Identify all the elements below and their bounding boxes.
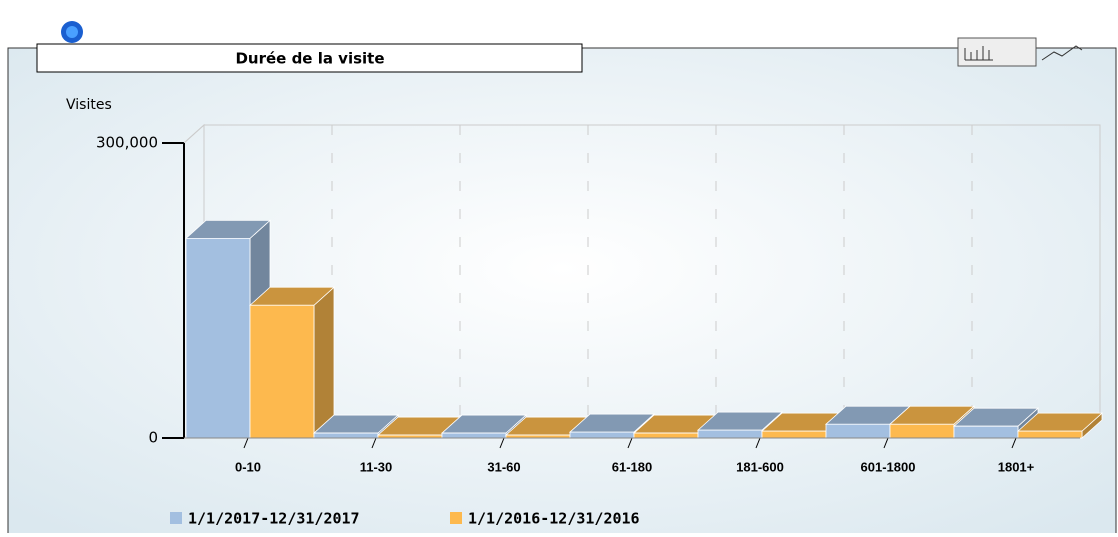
legend-label: 1/1/2017-12/31/2017 xyxy=(188,510,360,528)
bar-face xyxy=(889,423,955,439)
bar-face xyxy=(313,286,335,439)
bar-face xyxy=(1017,430,1083,439)
logo xyxy=(61,21,83,43)
bar-face xyxy=(953,425,1019,439)
bar-face xyxy=(761,430,827,439)
bar-face xyxy=(313,432,379,439)
legend-label: 1/1/2016-12/31/2016 xyxy=(468,510,640,528)
y-tick-label: 0 xyxy=(148,429,158,447)
bar xyxy=(1016,412,1104,439)
x-tick-label: 0-10 xyxy=(235,459,261,474)
x-tick-label: 11-30 xyxy=(360,459,393,474)
grid-line xyxy=(183,124,1100,144)
chart-switch[interactable] xyxy=(957,37,1037,67)
line-icon[interactable] xyxy=(1041,45,1083,61)
x-tick-label: 1801+ xyxy=(998,459,1035,474)
y-tick-label: 300,000 xyxy=(96,134,158,152)
bar-face xyxy=(185,237,251,439)
x-tick-label: 601-1800 xyxy=(861,459,916,474)
title-box xyxy=(36,43,583,73)
chart-title: Durée de la visite xyxy=(235,50,384,68)
bar-face xyxy=(697,429,763,439)
bar-icon[interactable] xyxy=(964,46,993,61)
bar-face xyxy=(249,304,315,439)
bar xyxy=(248,286,336,439)
bar-face xyxy=(825,423,891,439)
bar-face xyxy=(633,432,699,439)
x-tick-label: 61-180 xyxy=(612,459,652,474)
panel xyxy=(7,47,1117,537)
legend-swatch xyxy=(450,512,462,524)
bar-face xyxy=(569,431,635,439)
legend-swatch xyxy=(170,512,182,524)
x-tick-label: 31-60 xyxy=(487,459,520,474)
bar-face xyxy=(441,432,507,439)
x-tick-label: 181-600 xyxy=(736,459,784,474)
y-axis-title: Visites xyxy=(66,97,112,113)
